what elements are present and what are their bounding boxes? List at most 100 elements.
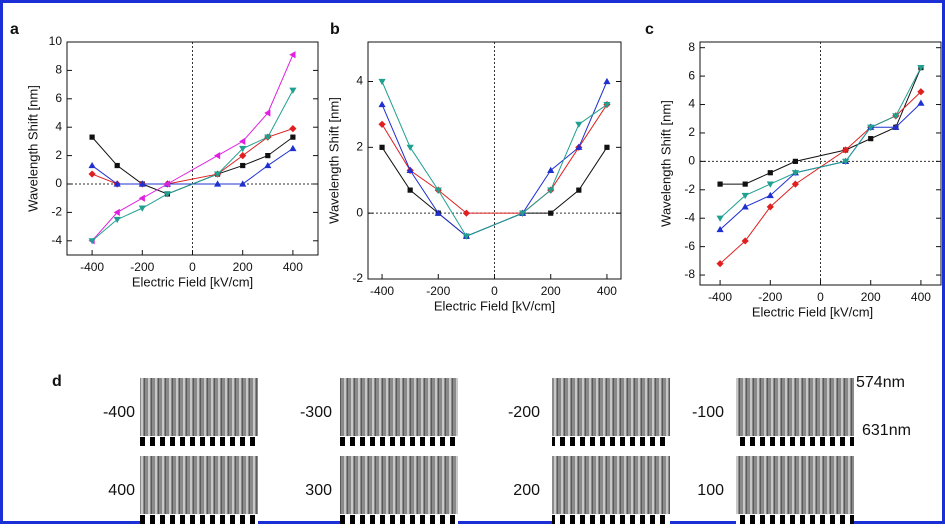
data-point	[264, 134, 272, 141]
data-point	[163, 191, 171, 198]
data-point	[603, 77, 611, 85]
plot-frame	[66, 41, 319, 256]
data-point	[239, 145, 247, 153]
field-label: -200	[508, 404, 540, 421]
data-point	[576, 187, 582, 193]
x-tick-label: 0	[817, 290, 824, 304]
data-point	[766, 191, 774, 199]
y-tick-label: 6	[688, 68, 695, 82]
data-point	[290, 134, 296, 140]
data-point	[239, 137, 246, 145]
field-label: -400	[103, 404, 135, 421]
x-tick-label: -200	[758, 290, 782, 304]
data-point	[717, 181, 723, 187]
scale-bar	[552, 437, 670, 446]
data-point	[89, 134, 95, 140]
y-tick-label: 8	[688, 40, 695, 54]
data-point	[88, 170, 96, 178]
y-tick-label: 2	[55, 148, 62, 162]
data-point	[88, 161, 96, 169]
scale-bar	[736, 515, 854, 524]
data-point	[791, 170, 799, 177]
data-point	[378, 100, 386, 108]
field-label: 400	[108, 482, 135, 499]
spectrum-image	[736, 378, 854, 436]
field-label: 300	[305, 482, 332, 499]
data-point	[791, 180, 799, 188]
scale-bar	[140, 437, 258, 446]
data-point	[113, 216, 121, 224]
wavelength-label: 574nm	[856, 374, 905, 391]
data-point	[917, 99, 925, 106]
series-line	[719, 67, 922, 219]
series-line	[381, 104, 608, 214]
data-point	[917, 88, 925, 96]
data-point	[741, 203, 749, 210]
panel-label: d	[52, 373, 62, 390]
y-tick-label: 0	[55, 176, 62, 190]
x-axis-label: Electric Field [kV/cm]	[752, 304, 873, 319]
y-tick-label: 6	[55, 91, 62, 105]
data-point	[604, 144, 610, 150]
x-tick-label: 400	[283, 260, 303, 274]
data-point	[741, 192, 749, 200]
data-point	[264, 109, 271, 117]
data-point	[406, 144, 414, 151]
data-point	[214, 171, 222, 178]
data-point	[575, 143, 583, 150]
data-point	[547, 187, 555, 194]
data-point	[289, 87, 297, 94]
data-point	[575, 121, 583, 128]
y-tick-label: -2	[51, 205, 62, 219]
x-tick-label: 200	[233, 260, 253, 274]
x-tick-label: 400	[597, 284, 617, 298]
y-tick-label: 2	[688, 125, 695, 139]
data-point	[214, 180, 222, 187]
scale-bar	[340, 515, 458, 524]
spectrum-image	[340, 378, 458, 436]
data-point	[716, 260, 724, 268]
panel-d: d 574nm 631nm -400 -300 -200 -100 400 300 200 1…	[52, 373, 911, 524]
data-point	[741, 237, 749, 245]
spectrum-image	[140, 378, 258, 436]
data-point	[379, 144, 385, 150]
y-tick-label: -2	[684, 182, 695, 196]
series-line	[91, 90, 294, 242]
y-tick-label: -8	[684, 267, 695, 281]
data-point	[264, 161, 272, 169]
data-point	[265, 153, 271, 159]
y-tick-label: -4	[684, 210, 695, 224]
y-tick-label: 8	[55, 63, 62, 77]
data-point	[603, 101, 611, 109]
y-tick-label: 4	[356, 74, 363, 88]
data-point	[138, 205, 146, 212]
x-tick-label: -400	[708, 290, 732, 304]
data-point	[240, 162, 246, 169]
data-point	[289, 144, 297, 152]
x-tick-label: 0	[189, 260, 196, 274]
field-label: -100	[692, 404, 724, 421]
data-point	[462, 209, 470, 217]
spectrum-image	[552, 378, 670, 436]
data-point	[892, 113, 900, 120]
y-tick-label: 4	[688, 97, 695, 111]
field-label: 100	[697, 482, 724, 499]
y-axis-label: Wavelength Shift [nm]	[658, 100, 673, 227]
y-tick-label: 4	[55, 119, 62, 133]
data-point	[88, 238, 96, 245]
x-tick-label: 0	[491, 284, 498, 298]
panel-label: c	[645, 21, 654, 38]
data-point	[766, 181, 774, 188]
data-point	[434, 187, 442, 194]
plot-frame	[699, 41, 942, 286]
x-tick-label: 200	[541, 284, 561, 298]
data-point	[742, 181, 748, 187]
data-point	[114, 162, 120, 169]
data-point	[868, 136, 874, 142]
panel-label: a	[10, 21, 19, 38]
spectrum-image	[340, 456, 458, 514]
data-point	[462, 233, 470, 240]
data-point	[792, 158, 798, 164]
